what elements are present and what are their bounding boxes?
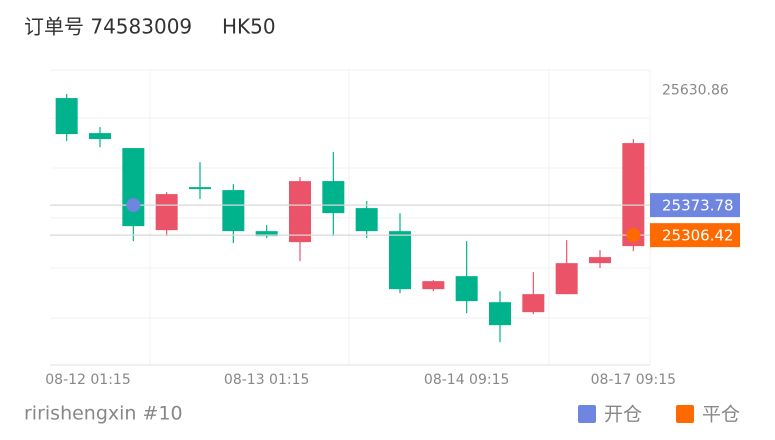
marker-label: 25373.78 [662, 197, 734, 215]
legend-label: 开仓 [604, 404, 642, 426]
marker-label-bg [650, 193, 740, 218]
candle-body [322, 181, 345, 214]
chart-subtitle: HK50 [222, 15, 276, 39]
candle-body [389, 231, 411, 290]
candle-body [189, 187, 211, 190]
x-tick-label: 08-13 01:15 [224, 372, 309, 388]
legend-swatch [676, 405, 694, 423]
candle-body [155, 194, 178, 231]
candle-body [422, 281, 445, 290]
candle-body [55, 98, 78, 135]
candle-body [455, 276, 478, 302]
candle-body [255, 231, 278, 237]
footer: ririshengxin #10 [24, 403, 183, 425]
grid [50, 69, 651, 366]
candle-body [522, 294, 545, 313]
marker-label-bg [650, 223, 740, 248]
x-tick-label: 08-14 09:15 [424, 372, 509, 388]
marker-dot [126, 198, 141, 213]
candle-body [355, 208, 378, 232]
marker-dot [626, 228, 641, 243]
chart-title: 订单号 74583009 [24, 15, 192, 39]
legend-label: 平仓 [702, 404, 740, 426]
candle-body [122, 148, 145, 227]
candle-body [89, 133, 111, 140]
legend-swatch [578, 405, 596, 423]
candle-body [589, 257, 611, 264]
candle-body [555, 263, 578, 295]
x-tick-label: 08-17 09:15 [591, 372, 676, 388]
x-tick-label: 08-12 01:15 [45, 372, 130, 388]
candle-body [622, 143, 645, 247]
candle-body [489, 302, 511, 326]
marker-label: 25306.42 [662, 227, 734, 245]
candle-body [222, 190, 245, 232]
y-tick-label: 25630.86 [662, 83, 729, 99]
candle-body [289, 181, 311, 243]
